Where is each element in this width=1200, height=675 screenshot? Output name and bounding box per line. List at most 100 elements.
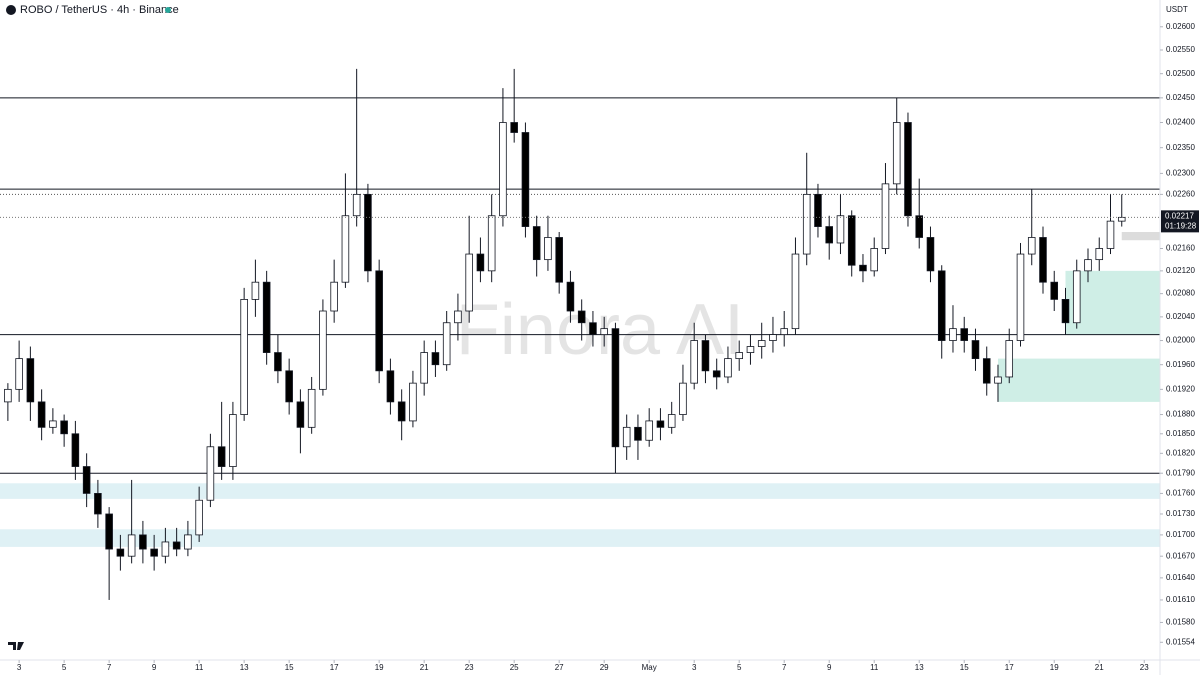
candle-body bbox=[172, 541, 181, 550]
y-tick-label: 0.02040 bbox=[1166, 312, 1195, 321]
x-tick-label: 29 bbox=[600, 663, 609, 672]
candle-body bbox=[566, 281, 575, 312]
countdown-label: 01:19:28 bbox=[1165, 221, 1197, 230]
x-tick-label: 13 bbox=[915, 663, 924, 672]
candle-body bbox=[262, 281, 271, 353]
candle-body bbox=[206, 446, 215, 501]
y-tick-label: 0.02120 bbox=[1166, 266, 1195, 275]
candle-body bbox=[982, 358, 991, 384]
candle-body bbox=[847, 215, 856, 266]
candle-body bbox=[960, 328, 969, 341]
candle-body bbox=[251, 281, 260, 300]
plot-layer bbox=[0, 68, 1160, 600]
y-tick-label: 0.01730 bbox=[1166, 509, 1195, 518]
y-tick-label: 0.02300 bbox=[1166, 169, 1195, 178]
y-tick-label: 0.01790 bbox=[1166, 468, 1195, 477]
candle-body bbox=[690, 340, 698, 384]
x-tick-label: 19 bbox=[1050, 663, 1059, 672]
candle-body bbox=[532, 226, 541, 261]
candle-body bbox=[994, 376, 1002, 384]
candle-body bbox=[364, 193, 372, 272]
band bbox=[0, 529, 1160, 547]
candle-body bbox=[724, 358, 732, 378]
candle-body bbox=[150, 548, 158, 557]
x-tick-label: 9 bbox=[152, 663, 157, 672]
candle-body bbox=[814, 193, 822, 227]
candle-body bbox=[1039, 237, 1047, 283]
candle-body bbox=[476, 253, 485, 272]
candle-body bbox=[184, 534, 192, 550]
x-tick-label: 23 bbox=[465, 663, 474, 672]
y-tick-label: 0.01580 bbox=[1166, 618, 1195, 627]
candle-body bbox=[825, 226, 833, 244]
candle-body bbox=[330, 281, 338, 312]
candle-body bbox=[791, 253, 800, 330]
x-tick-label: 15 bbox=[960, 663, 969, 672]
y-tick-label: 0.02000 bbox=[1166, 336, 1195, 345]
x-tick-label: 21 bbox=[1095, 663, 1104, 672]
x-tick-label: 3 bbox=[17, 663, 22, 672]
y-tick-label: 0.02550 bbox=[1166, 45, 1195, 54]
candle-body bbox=[1106, 220, 1115, 249]
candle-body bbox=[274, 352, 282, 372]
x-tick-label: 13 bbox=[240, 663, 249, 672]
y-tick-label: 0.01640 bbox=[1166, 573, 1195, 582]
candle-body bbox=[769, 334, 777, 341]
candle-body bbox=[544, 237, 552, 261]
x-tick-label: 9 bbox=[827, 663, 832, 672]
x-tick-label: 17 bbox=[330, 663, 339, 672]
candle-body bbox=[656, 420, 665, 428]
x-tick-label: 15 bbox=[285, 663, 294, 672]
x-tick-label: May bbox=[642, 663, 657, 672]
candle-body bbox=[229, 414, 237, 467]
candle-body bbox=[679, 382, 687, 415]
candle-body bbox=[352, 193, 361, 217]
x-tick-label: 27 bbox=[555, 663, 564, 672]
candle-body bbox=[622, 426, 631, 448]
candle-body bbox=[1072, 270, 1081, 324]
candle-body bbox=[195, 499, 203, 536]
x-tick-label: 25 bbox=[510, 663, 519, 672]
y-tick-label: 0.02080 bbox=[1166, 289, 1195, 298]
candle-body bbox=[1050, 281, 1059, 300]
x-tick-label: 3 bbox=[692, 663, 697, 672]
y-tick-label: 0.01920 bbox=[1166, 384, 1195, 393]
candle-body bbox=[161, 541, 170, 557]
candle-body bbox=[634, 426, 642, 441]
x-tick-label: 5 bbox=[62, 663, 67, 672]
candle-body bbox=[285, 370, 293, 403]
candle-body bbox=[487, 215, 496, 272]
candle-body bbox=[780, 328, 788, 335]
y-tick-label: 0.01700 bbox=[1166, 530, 1195, 539]
x-tick-label: 11 bbox=[870, 663, 879, 672]
candle-body bbox=[555, 237, 563, 283]
candle-body bbox=[26, 358, 35, 403]
candle-body bbox=[1061, 299, 1070, 324]
candle-body bbox=[1095, 248, 1104, 261]
band bbox=[0, 483, 1160, 499]
candle-body bbox=[240, 299, 248, 415]
y-tick-label: 0.02450 bbox=[1166, 93, 1195, 102]
y-tick-label: 0.01554 bbox=[1166, 637, 1195, 646]
x-tick-label: 17 bbox=[1005, 663, 1014, 672]
x-tick-label: 21 bbox=[420, 663, 429, 672]
candle-body bbox=[341, 215, 350, 283]
candle-body bbox=[105, 513, 113, 550]
status-dot bbox=[165, 7, 171, 13]
candle-body bbox=[37, 401, 46, 428]
candle-body bbox=[1016, 253, 1025, 341]
candle-body bbox=[94, 493, 102, 515]
y-tick-label: 0.02160 bbox=[1166, 244, 1195, 253]
candle-body bbox=[127, 534, 136, 557]
y-tick-label: 0.01670 bbox=[1166, 551, 1195, 560]
candle-body bbox=[116, 548, 125, 557]
candle-body bbox=[465, 253, 473, 312]
candle-body bbox=[701, 340, 710, 372]
candle-body bbox=[71, 433, 80, 467]
zone bbox=[1121, 232, 1160, 241]
y-tick-label: 0.01850 bbox=[1166, 429, 1195, 438]
y-tick-label: 0.01960 bbox=[1166, 360, 1195, 369]
candle-body bbox=[892, 122, 901, 185]
y-tick-label: 0.02350 bbox=[1166, 143, 1195, 152]
